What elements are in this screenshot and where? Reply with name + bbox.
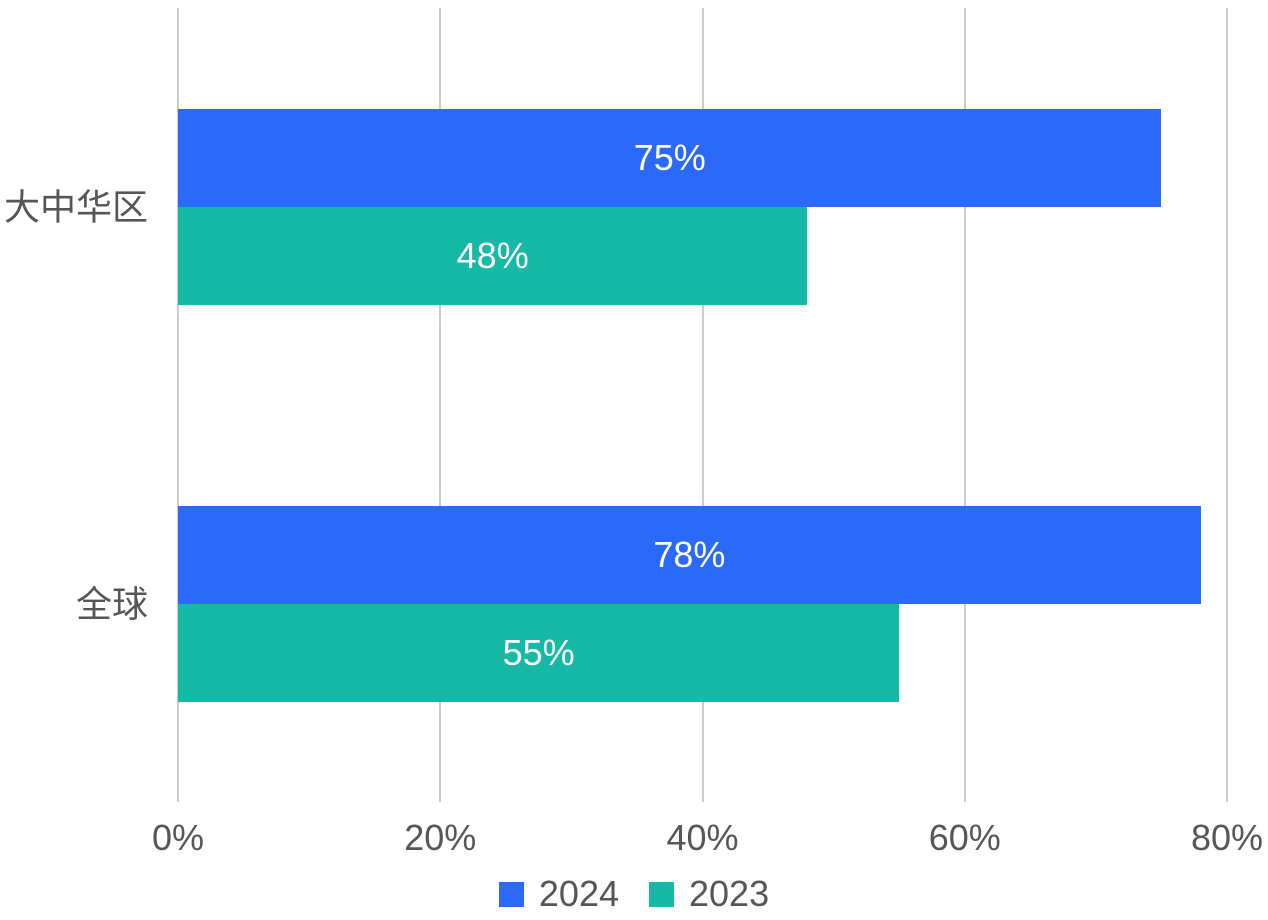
category-label-global: 全球 (75, 582, 148, 624)
bar-2023-global[interactable]: 55% (178, 603, 900, 702)
x-tick-label-40: 40% (666, 817, 739, 858)
gridline-0 (177, 8, 179, 802)
plot-area: 75% 48% 78% 55% (177, 8, 1228, 802)
gridline-60 (963, 8, 966, 802)
x-tick-label-0: 0% (151, 817, 205, 858)
bar-2023-greater-china[interactable]: 48% (178, 206, 808, 305)
gridline-40 (701, 8, 704, 802)
legend-item-2023[interactable]: 2023 (649, 876, 769, 912)
bar-2024-greater-china[interactable]: 75% (178, 108, 1162, 207)
legend-swatch-2024 (498, 881, 524, 907)
legend-label-2023: 2023 (689, 873, 770, 914)
bar-2024-global[interactable]: 78% (178, 505, 1201, 604)
gridline-20 (439, 8, 442, 802)
legend-swatch-2023 (649, 881, 674, 907)
legend: 2024 2023 (0, 872, 1268, 916)
bar-value-label-2024-greater-china: 75% (633, 136, 706, 178)
bar-value-label-2023-global: 55% (502, 631, 575, 673)
legend-item-2024[interactable]: 2024 (498, 873, 619, 914)
bar-value-label-2023-greater-china: 48% (456, 234, 529, 276)
category-label-greater-china: 大中华区 (3, 185, 148, 227)
legend-label-2024: 2024 (538, 873, 619, 914)
x-tick-label-80: 80% (1190, 817, 1264, 858)
gridline-80 (1226, 8, 1228, 802)
category-axis: 大中华区全球 (0, 0, 148, 920)
x-tick-label-60: 60% (928, 817, 1001, 858)
bar-value-label-2024-global: 78% (653, 533, 726, 575)
x-tick-label-20: 20% (404, 817, 477, 858)
